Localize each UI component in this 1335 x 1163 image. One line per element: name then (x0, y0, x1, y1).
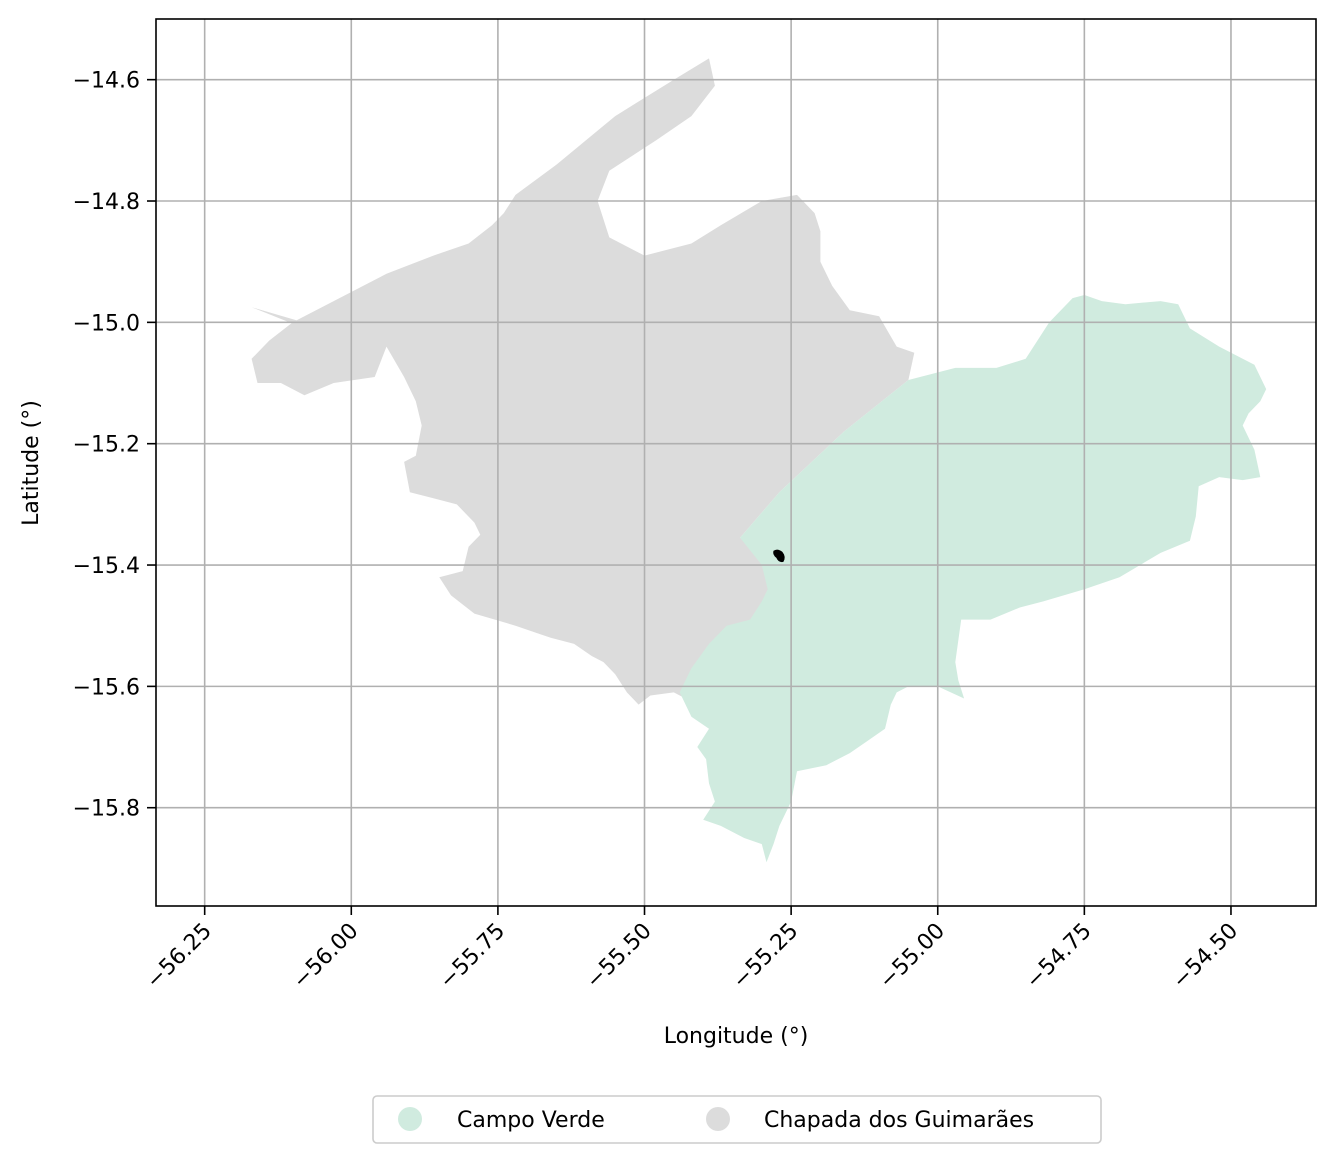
region-chapada-dos-guimaraes (251, 58, 915, 705)
x-tick-label: −56.00 (288, 919, 363, 994)
x-tick-label: −54.75 (1021, 919, 1096, 994)
legend-frame (372, 1095, 1102, 1144)
y-tick-label: −14.6 (73, 69, 140, 94)
y-axis-ticks: −14.6 −14.8 −15.0 −15.2 −15.4 −15.6 −15.8 (73, 69, 156, 822)
location-marker (773, 549, 785, 563)
legend-swatch-chapada-dos-guimaraes (706, 1107, 730, 1131)
axes-frame (155, 18, 1317, 907)
y-tick-label: −15.4 (73, 554, 140, 579)
x-tick-label: −55.75 (435, 919, 510, 994)
y-tick-label: −15.8 (73, 797, 140, 822)
legend-label-chapada-dos-guimaraes: Chapada dos Guimarães (764, 1108, 1034, 1133)
grid-layer (156, 19, 1316, 906)
x-tick-label: −55.00 (875, 919, 950, 994)
x-tick-label: −55.50 (582, 919, 657, 994)
legend: Campo Verde Chapada dos Guimarães (372, 1095, 1102, 1144)
legend-swatch-campo-verde (398, 1107, 422, 1131)
marker-layer (773, 549, 785, 563)
x-tick-label: −56.25 (142, 919, 217, 994)
y-tick-label: −15.6 (73, 675, 140, 700)
x-tick-label: −55.25 (728, 919, 803, 994)
y-tick-label: −14.8 (73, 190, 140, 215)
y-axis-label: Latitude (°) (19, 400, 44, 526)
x-axis-label: Longitude (°) (664, 1024, 809, 1049)
x-tick-label: −54.50 (1168, 919, 1243, 994)
x-axis-ticks: −56.25 −56.00 −55.75 −55.50 −55.25 −55.00 −54.… (142, 906, 1243, 994)
regions-layer (251, 58, 1267, 863)
legend-label-campo-verde: Campo Verde (457, 1108, 605, 1133)
y-tick-label: −15.0 (73, 311, 140, 336)
region-campo-verde (679, 295, 1267, 863)
y-tick-label: −15.2 (73, 433, 140, 458)
